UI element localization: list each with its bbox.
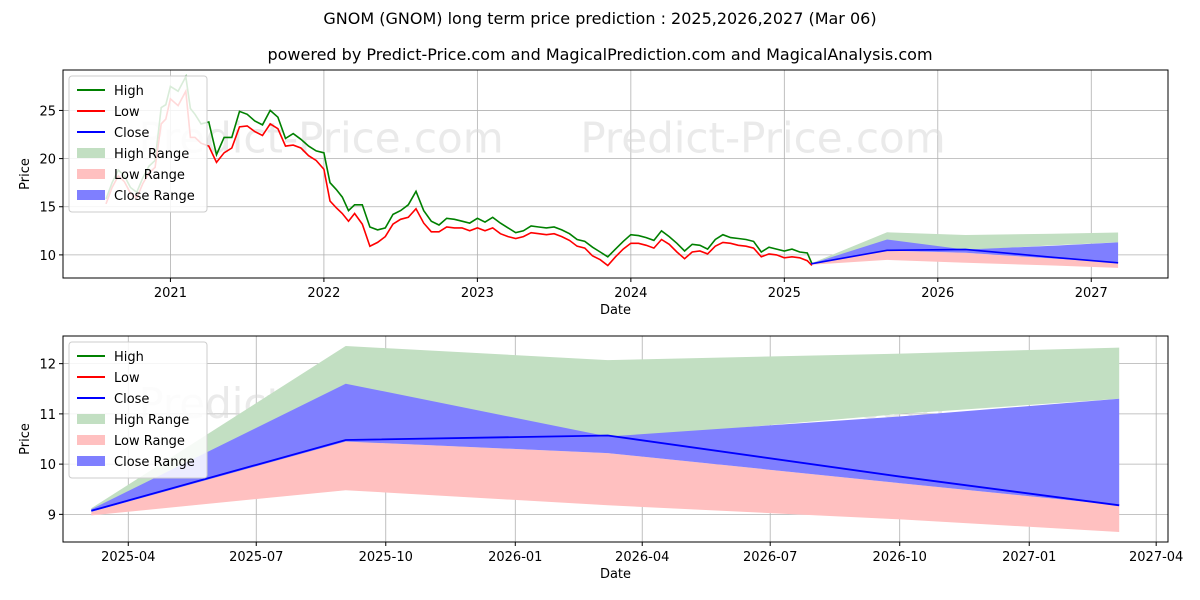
y-tick-label: 20 (39, 153, 56, 168)
legend-label: Low Range (114, 168, 185, 183)
x-tick-label: 2022 (307, 286, 340, 301)
y-axis-label: Price (18, 158, 33, 190)
x-tick-label: 2026-07 (743, 550, 797, 565)
plot-frame (62, 69, 1169, 279)
x-tick-label: 2026-10 (873, 550, 927, 565)
x-tick-label: 2027 (1075, 286, 1108, 301)
y-tick-label: 11 (39, 408, 56, 423)
legend-label: Close (114, 126, 149, 141)
legend-swatch-fill (77, 169, 105, 179)
legend-label: High Range (114, 413, 189, 428)
close-series-line (91, 434, 1120, 512)
chart-subtitle: powered by Predict-Price.com and Magical… (267, 45, 933, 64)
x-axis-label: Date (600, 303, 631, 318)
high-series-line (105, 74, 813, 264)
legend-swatch-fill (77, 414, 105, 424)
y-tick-label: 9 (48, 508, 56, 523)
legend-swatch-fill (77, 456, 105, 466)
watermark-text: Predict-Price.com (580, 114, 945, 163)
legend-label: Low (114, 371, 140, 386)
x-tick-label: 2026-01 (488, 550, 542, 565)
x-tick-label: 2023 (461, 286, 494, 301)
chart-title: GNOM (GNOM) long term price prediction :… (323, 9, 877, 28)
legend-label: High (114, 84, 144, 99)
legend-label: Close Range (114, 189, 195, 204)
legend-label: High Range (114, 147, 189, 162)
y-tick-label: 15 (39, 201, 56, 216)
x-tick-label: 2027-04 (1129, 550, 1183, 565)
x-tick-label: 2025 (768, 286, 801, 301)
y-axis-label: Price (18, 423, 33, 455)
x-tick-label: 2026-04 (615, 550, 669, 565)
x-tick-label: 2025-10 (359, 550, 413, 565)
legend-swatch-fill (77, 435, 105, 445)
x-tick-label: 2027-01 (1002, 550, 1056, 565)
x-tick-label: 2021 (154, 286, 187, 301)
x-tick-label: 2025-07 (229, 550, 283, 565)
y-tick-label: 10 (39, 249, 56, 264)
low-range-band (91, 441, 1120, 532)
x-tick-label: 2026 (921, 286, 954, 301)
close-series-line (811, 248, 1119, 265)
legend-swatch-fill (77, 148, 105, 158)
legend-label: Close Range (114, 455, 195, 470)
legend-label: High (114, 350, 144, 365)
legend-swatch-fill (77, 190, 105, 200)
legend-label: Low Range (114, 434, 185, 449)
close-range-band (811, 239, 1119, 264)
legend-label: Low (114, 105, 140, 120)
x-tick-label: 2024 (614, 286, 647, 301)
y-tick-label: 10 (39, 458, 56, 473)
y-tick-label: 25 (39, 104, 56, 119)
low-range-band (811, 250, 1119, 268)
legend-label: Close (114, 392, 149, 407)
plot-frame (62, 335, 1169, 543)
x-tick-label: 2025-04 (101, 550, 155, 565)
x-axis-label: Date (600, 567, 631, 582)
y-tick-label: 12 (39, 358, 56, 373)
close-range-band (91, 383, 1120, 512)
